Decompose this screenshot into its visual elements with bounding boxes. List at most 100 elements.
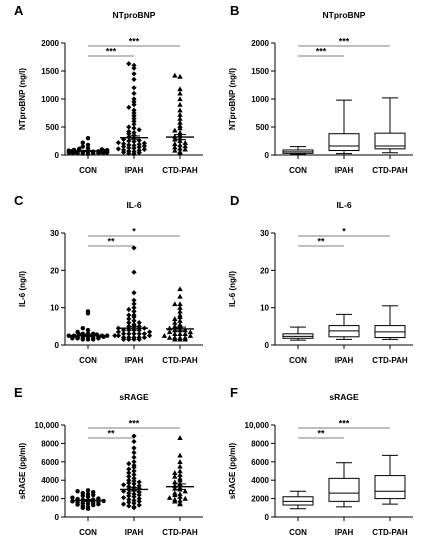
- data-point: [80, 501, 86, 506]
- y-tick-label: 6000: [251, 458, 269, 467]
- data-point: [141, 143, 147, 149]
- data-point: [177, 73, 183, 79]
- y-tick-label: 8000: [41, 439, 59, 448]
- y-tick-label: 10: [50, 304, 59, 313]
- data-point: [147, 329, 153, 335]
- y-tick-label: 2000: [41, 495, 59, 504]
- data-point: [126, 473, 132, 480]
- data-point: [172, 136, 178, 142]
- data-point: [177, 129, 183, 135]
- data-point: [177, 145, 183, 151]
- data-point: [126, 331, 132, 337]
- data-point: [131, 138, 137, 145]
- data-point: [187, 329, 194, 335]
- data-point: [131, 445, 137, 451]
- x-tick-label: IPAH: [125, 356, 144, 365]
- data-point: [121, 501, 127, 507]
- data-point: [121, 141, 127, 147]
- data-point: [177, 115, 183, 121]
- data-point: [121, 144, 127, 150]
- y-tick-label: 500: [256, 123, 270, 132]
- data-point: [131, 132, 137, 138]
- data-point: [131, 301, 137, 307]
- data-point: [131, 472, 137, 478]
- data-point: [80, 326, 86, 331]
- y-tick-label: 500: [46, 123, 60, 132]
- data-point: [136, 144, 142, 150]
- data-point: [177, 452, 183, 458]
- data-point: [136, 137, 142, 144]
- data-point: [177, 304, 183, 310]
- y-axis-label: IL-6 (ng/l): [18, 271, 27, 307]
- panel-letter: D: [230, 193, 239, 208]
- chart-panel-b: B NTproBNP NTproBNP (ng/l) 0 500 1000 1500 2000…: [228, 3, 413, 175]
- data-point: [131, 478, 137, 484]
- data-point: [80, 144, 86, 149]
- data-point: [85, 488, 91, 493]
- data-point: [126, 477, 132, 483]
- y-tick-label: 0: [265, 513, 270, 522]
- data-point: [126, 124, 132, 130]
- data-point: [177, 138, 183, 144]
- data-point: [131, 71, 137, 77]
- y-axis-label: NTproBNP (ng/l): [228, 68, 237, 130]
- significance-label: **: [317, 237, 325, 247]
- data-point: [85, 136, 91, 141]
- data-point: [131, 491, 137, 497]
- data-point: [131, 504, 137, 510]
- significance-label: ***: [106, 47, 117, 57]
- data-point: [121, 482, 127, 488]
- data-point: [115, 325, 121, 331]
- x-tick-label: CON: [79, 356, 97, 365]
- y-axis-label: NTproBNP (ng/l): [18, 68, 27, 130]
- data-point: [126, 148, 132, 154]
- data-point: [177, 321, 183, 327]
- y-axis-label: sRAGE (pg/ml): [228, 442, 237, 499]
- data-point: [177, 148, 183, 154]
- data-point: [172, 316, 178, 322]
- data-point: [177, 301, 183, 307]
- data-point: [131, 142, 137, 149]
- data-point: [126, 503, 132, 509]
- data-point: [131, 149, 137, 155]
- significance-label: ***: [339, 419, 350, 429]
- data-point: [131, 85, 137, 91]
- panel-letter: F: [230, 385, 238, 400]
- x-tick-label: CTD-PAH: [372, 528, 408, 537]
- data-point: [80, 140, 86, 145]
- data-point: [131, 116, 137, 122]
- data-point: [112, 333, 118, 339]
- chart-title: sRAGE: [329, 392, 359, 402]
- data-point: [126, 145, 132, 151]
- y-tick-label: 30: [50, 229, 59, 238]
- data-point: [177, 497, 183, 503]
- data-point: [172, 319, 178, 325]
- chart-panel-a: A NTproBNP NTproBNP (ng/l) 0 500 1000 1500 2000…: [14, 3, 203, 175]
- data-point: [141, 334, 147, 341]
- data-point: [177, 119, 183, 125]
- data-point: [136, 320, 142, 326]
- data-point: [187, 332, 194, 338]
- x-tick-label: CON: [289, 356, 307, 365]
- data-point: [166, 329, 173, 335]
- data-point: [136, 492, 142, 498]
- data-point: [136, 502, 142, 508]
- significance-label: **: [107, 237, 115, 247]
- data-point: [131, 90, 137, 96]
- data-point: [177, 96, 183, 102]
- chart-title: NTproBNP: [113, 10, 156, 20]
- data-point: [126, 142, 132, 148]
- data-point: [177, 312, 183, 318]
- panel-letter: C: [14, 193, 24, 208]
- data-point: [177, 90, 183, 96]
- data-point: [131, 459, 137, 465]
- significance-label: ***: [316, 47, 327, 57]
- data-point: [177, 107, 183, 113]
- data-point: [141, 331, 147, 337]
- x-tick-label: CON: [79, 528, 97, 537]
- data-point: [131, 290, 137, 296]
- data-point: [172, 470, 178, 475]
- data-point: [172, 144, 178, 150]
- y-tick-label: 0: [55, 151, 60, 160]
